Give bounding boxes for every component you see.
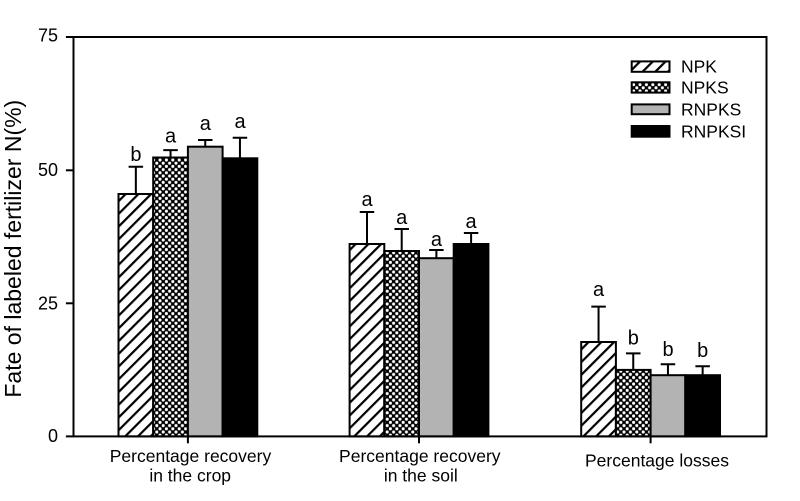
svg-text:Percentage recovery: Percentage recovery xyxy=(339,446,501,466)
svg-text:Percentage recovery: Percentage recovery xyxy=(110,446,272,466)
svg-text:a: a xyxy=(396,207,408,229)
svg-text:NPKS: NPKS xyxy=(681,78,729,98)
svg-text:a: a xyxy=(200,113,212,135)
svg-text:Percentage losses: Percentage losses xyxy=(585,451,729,471)
svg-text:a: a xyxy=(466,211,478,233)
svg-text:0: 0 xyxy=(48,426,58,446)
svg-text:b: b xyxy=(628,328,639,350)
svg-text:25: 25 xyxy=(38,293,58,313)
svg-text:NPK: NPK xyxy=(681,57,717,77)
svg-text:75: 75 xyxy=(38,25,58,45)
svg-text:50: 50 xyxy=(38,160,58,180)
svg-text:RNPKS: RNPKS xyxy=(681,100,741,120)
svg-text:a: a xyxy=(165,125,177,147)
svg-text:in the soil: in the soil xyxy=(384,466,458,486)
svg-text:a: a xyxy=(361,189,373,211)
svg-text:in the crop: in the crop xyxy=(149,466,231,486)
svg-text:b: b xyxy=(130,144,141,166)
svg-text:a: a xyxy=(593,279,605,301)
svg-text:Fate of labeled fertilizer N(%: Fate of labeled fertilizer N(%) xyxy=(0,100,26,398)
svg-text:b: b xyxy=(662,339,673,361)
svg-text:a: a xyxy=(234,111,246,133)
svg-text:RNPKSI: RNPKSI xyxy=(681,121,746,141)
svg-text:a: a xyxy=(431,229,443,251)
svg-text:b: b xyxy=(697,340,708,362)
